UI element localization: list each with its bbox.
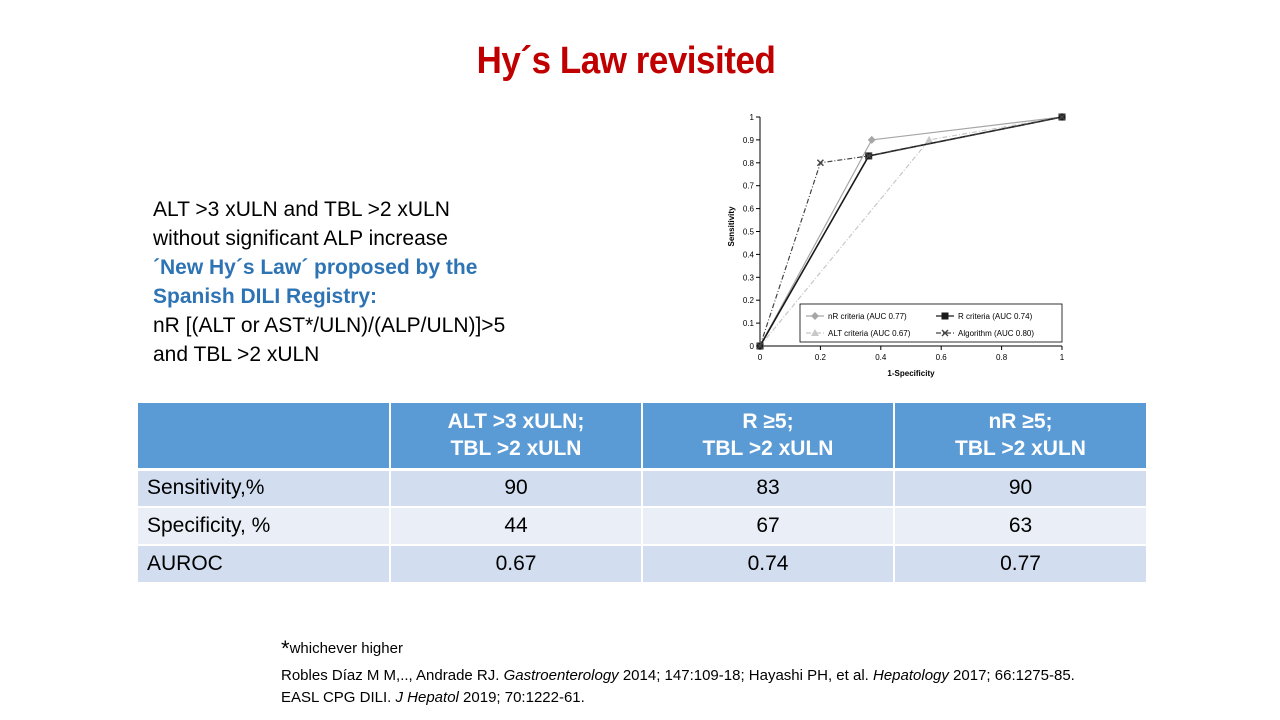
- y-tick-label: 0.3: [743, 273, 755, 282]
- x-tick-label: 1: [1060, 353, 1065, 362]
- legend-marker: [811, 329, 819, 336]
- header-alt-criteria: ALT >3 xULN; TBL >2 xULN: [390, 403, 643, 471]
- y-tick-label: 0.5: [743, 228, 755, 237]
- table-cell: 67: [642, 507, 895, 546]
- legend-marker: [941, 329, 949, 337]
- series-point-3: [756, 342, 764, 350]
- header-r-criteria: R ≥5; TBL >2 xULN: [642, 403, 895, 471]
- table-cell: 63: [894, 507, 1146, 546]
- x-tick-label: 0: [758, 353, 763, 362]
- table-cell: 90: [390, 469, 643, 508]
- x-tick-label: 0.6: [936, 353, 948, 362]
- legend-marker: [811, 312, 819, 320]
- table-row-auroc: AUROC 0.67 0.74 0.77: [138, 545, 1146, 584]
- y-axis-label: Sensitivity: [727, 206, 736, 247]
- series-point-0: [867, 135, 876, 144]
- table-cell: 0.74: [642, 545, 895, 584]
- y-tick-label: 0.4: [743, 250, 755, 259]
- y-tick-label: 0.2: [743, 296, 755, 305]
- series-point-3: [865, 152, 873, 160]
- x-tick-label: 0.8: [996, 353, 1008, 362]
- definition-line-3: nR [(ALT or AST*/ULN)/(ALP/ULN)]>5: [153, 314, 506, 337]
- x-tick-label: 0.4: [875, 353, 887, 362]
- y-tick-label: 0.7: [743, 182, 755, 191]
- series-point-3: [1058, 113, 1066, 121]
- x-axis-label: 1-Specificity: [887, 369, 935, 378]
- row-label: Specificity, %: [138, 507, 391, 546]
- definition-block: ALT >3 xULN and TBL >2 xULN without sign…: [153, 195, 505, 369]
- table-cell: 90: [894, 469, 1146, 508]
- y-tick-label: 0.9: [743, 136, 755, 145]
- reference-line-2: EASL CPG DILI. J Hepatol 2019; 70:1222-6…: [281, 689, 585, 706]
- new-hys-law-heading-1: ´New Hy´s Law´ proposed by the: [153, 256, 478, 279]
- table-cell: 83: [642, 469, 895, 508]
- definition-line-2: without significant ALP increase: [153, 227, 448, 250]
- legend-box: [799, 303, 1063, 343]
- new-hys-law-heading-2: Spanish DILI Registry:: [153, 285, 378, 308]
- slide-title: Hy´s Law revisited: [476, 40, 776, 82]
- legend-entry: nR criteria (AUC 0.77): [828, 312, 907, 321]
- legend-marker: [941, 312, 949, 320]
- y-tick-label: 0.1: [743, 319, 755, 328]
- x-tick-label: 0.2: [815, 353, 827, 362]
- footnote-asterisk: *: [281, 636, 290, 661]
- y-tick-label: 0.8: [743, 159, 755, 168]
- y-tick-label: 0: [750, 342, 755, 351]
- header-nr-criteria: nR ≥5; TBL >2 xULN: [894, 403, 1146, 471]
- table-cell: 0.77: [894, 545, 1146, 584]
- table-row-specificity: Specificity, % 44 67 63: [138, 507, 1146, 546]
- comparison-table: ALT >3 xULN; TBL >2 xULN R ≥5; TBL >2 xULN…: [138, 403, 1146, 584]
- legend-entry: ALT criteria (AUC 0.67): [828, 329, 911, 338]
- legend-entry: Algorithm (AUC 0.80): [958, 329, 1034, 338]
- row-label: AUROC: [138, 545, 391, 584]
- table-cell: 44: [390, 507, 643, 546]
- references: Robles Díaz M M,.., Andrade RJ. Gastroen…: [281, 665, 1075, 709]
- y-tick-label: 1: [750, 113, 755, 122]
- series-point-2: [925, 135, 934, 143]
- y-tick-label: 0.6: [743, 205, 755, 214]
- definition-line-1: ALT >3 xULN and TBL >2 xULN: [153, 198, 450, 221]
- roc-chart: 0 0.2 0.4 0.6 0.8 1 0 0.1 0.2 0.3 0.4 0.5 0.6 0.7 0.8 0…: [727, 113, 1066, 378]
- table-cell: 0.67: [390, 545, 643, 584]
- legend-entry: R criteria (AUC 0.74): [958, 312, 1033, 321]
- footnote-text: whichever higher: [289, 640, 403, 657]
- footnote: *whichever higher: [281, 636, 403, 662]
- table-row-sensitivity: Sensitivity,% 90 83 90: [138, 469, 1146, 508]
- table-header-row: ALT >3 xULN; TBL >2 xULN R ≥5; TBL >2 xULN…: [138, 403, 1146, 471]
- definition-line-4: and TBL >2 xULN: [153, 343, 320, 366]
- series-point-3: [816, 159, 824, 167]
- series-line-3: [759, 116, 1063, 347]
- row-label: Sensitivity,%: [138, 469, 391, 508]
- reference-line-1: Robles Díaz M M,.., Andrade RJ. Gastroen…: [281, 667, 1075, 684]
- header-empty: [138, 403, 391, 471]
